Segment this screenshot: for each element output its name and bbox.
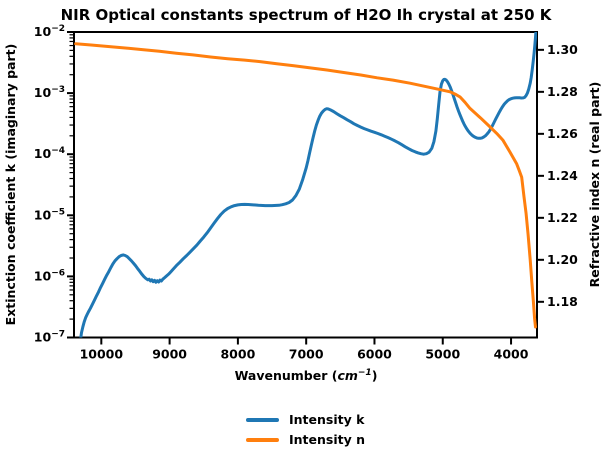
y-right-tick-label: 1.28 [547,84,578,99]
legend: Intensity k Intensity n [246,412,365,447]
x-tick-label: 8000 [220,347,255,362]
y-right-tick-label: 1.20 [547,252,578,267]
legend-label-k: Intensity k [289,412,365,427]
y-left-tick-label: 10−4 [34,146,65,161]
y-left-tick-label: 10−3 [34,85,65,100]
y-right-tick-label: 1.22 [547,210,578,225]
series-line-intensity-k [79,32,537,338]
y-left-tick-label: 10−7 [34,330,65,345]
y-right-tick-label: 1.30 [547,42,578,57]
x-axis-label: Wavenumber (cm−1) [235,368,378,383]
y-axis-label-right: Refractive index n (real part) [587,82,602,288]
x-tick-label: 10000 [80,347,124,362]
legend-line-sample-n [246,437,279,442]
legend-line-sample-k [246,417,279,422]
legend-label-n: Intensity n [289,432,366,447]
y-axis-label-left: Extinction coefficient k (imaginary part… [3,44,18,326]
x-tick-label: 5000 [425,347,460,362]
y-right-tick-label: 1.24 [547,168,578,183]
y-left-tick-label: 10−2 [34,24,65,39]
y-left-tick-label: 10−6 [34,268,65,283]
y-right-tick-label: 1.18 [547,294,578,309]
x-tick-label: 6000 [357,347,392,362]
y-right-tick-label: 1.26 [547,126,578,141]
series-line-intensity-n [74,42,537,329]
y-left-tick-label: 10−5 [34,207,65,222]
legend-item-intensity-n: Intensity n [246,432,365,447]
plot-frame [73,31,538,339]
x-tick-label: 7000 [289,347,324,362]
x-tick-label: 4000 [494,347,529,362]
legend-item-intensity-k: Intensity k [246,412,365,427]
x-tick-label: 9000 [152,347,187,362]
chart-title: NIR Optical constants spectrum of H2O Ih… [61,6,553,24]
